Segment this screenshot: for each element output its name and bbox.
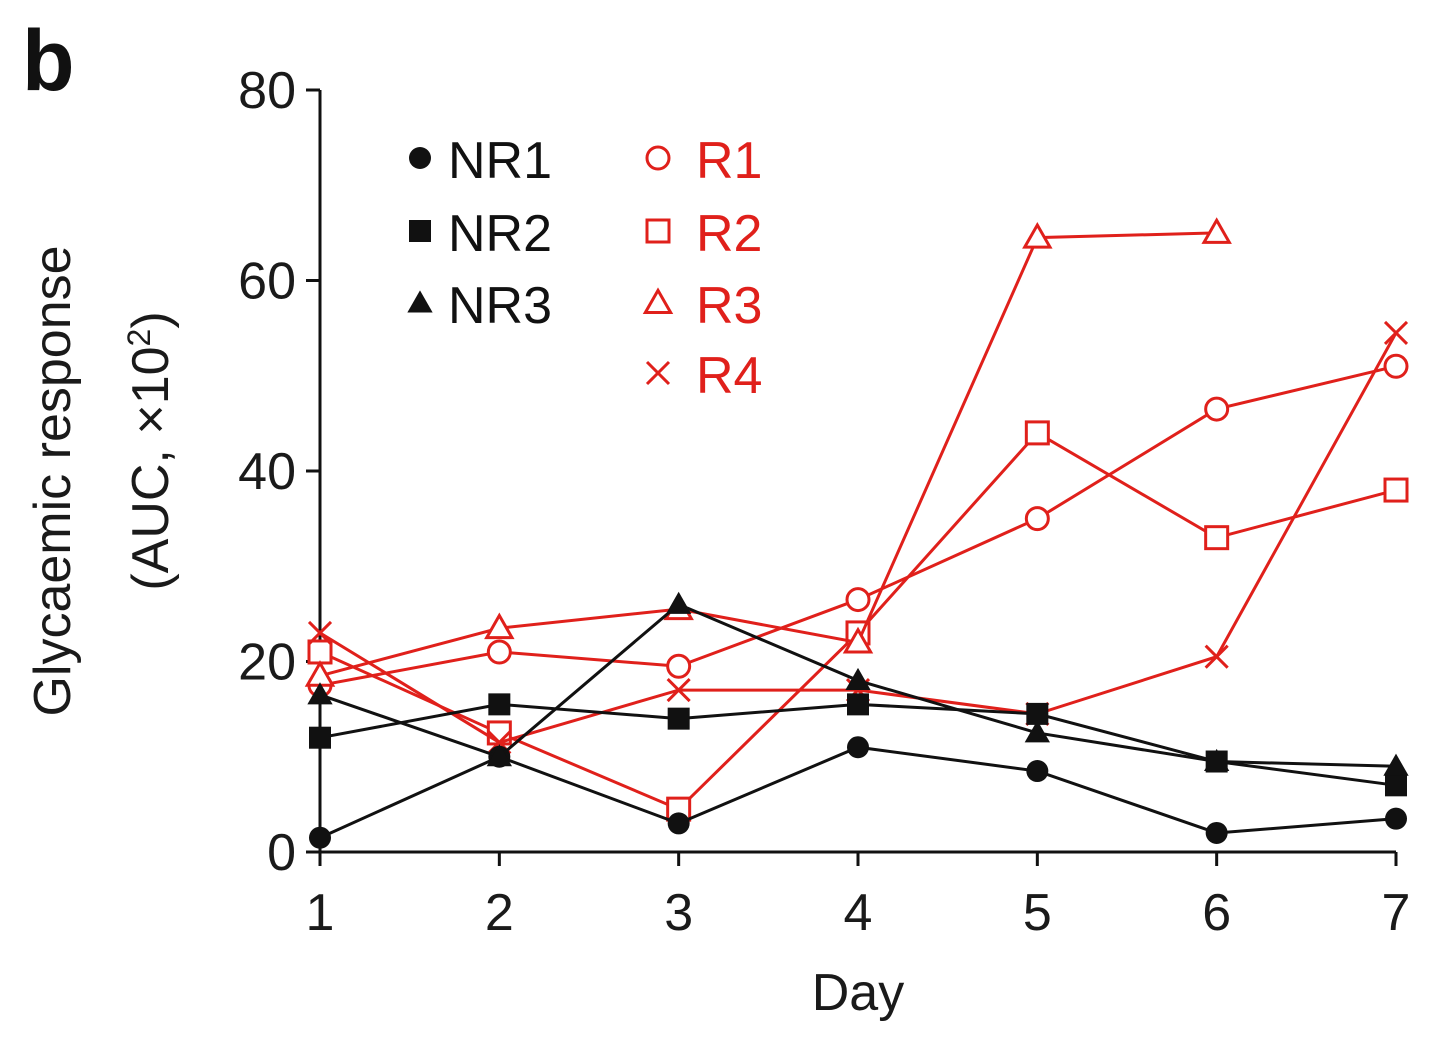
cross-stroke [1204, 644, 1229, 669]
y-axis-title-line2: (AUC, ×102) [121, 311, 180, 590]
data-point-r2 [1383, 477, 1409, 503]
legend-item-r2: R2 [645, 205, 762, 263]
data-point-r4 [307, 620, 333, 645]
y-tick-label: 80 [238, 62, 296, 120]
data-point-nr3 [307, 682, 333, 705]
data-point-nr3 [1383, 753, 1409, 776]
y-tick-label: 0 [267, 824, 296, 882]
data-point-r2 [1024, 420, 1050, 446]
data-point-nr1 [1205, 821, 1228, 844]
data-point-r3 [842, 626, 874, 654]
data-point-nr2 [667, 707, 690, 730]
series-layer [304, 217, 1409, 849]
legend-marker-nr2 [409, 220, 431, 242]
y-axis-title-line1: Glycaemic response [24, 245, 82, 716]
data-point-r1 [1204, 396, 1230, 422]
legend-label-r1: R1 [696, 132, 762, 190]
x-tick-label: 6 [1202, 884, 1231, 942]
data-point-r4 [1383, 320, 1409, 345]
legend-item-r4: R4 [645, 347, 762, 405]
data-point-nr3 [666, 591, 692, 614]
x-tick-label: 5 [1023, 884, 1052, 942]
legend-marker-nr3 [407, 290, 433, 313]
data-point-nr3 [486, 744, 512, 767]
data-point-r1 [1383, 353, 1409, 379]
y-axis-title-superscript: 2 [121, 329, 157, 347]
legend-item-r3: R3 [642, 277, 762, 335]
data-point-r1 [486, 639, 512, 665]
data-point-r4 [1204, 644, 1229, 669]
legend-marker-r2 [645, 218, 671, 244]
x-axis-title: Day [812, 964, 904, 1022]
legend-label-r2: R2 [696, 205, 762, 263]
data-point-nr1 [667, 812, 690, 835]
data-point-nr3 [1204, 748, 1230, 771]
legend-item-r1: R1 [645, 132, 762, 190]
legend-marker-nr1 [409, 147, 431, 169]
x-tick-label: 1 [306, 884, 335, 942]
legend-label-nr1: NR1 [448, 132, 552, 190]
data-point-r3 [1201, 217, 1232, 244]
data-point-nr1 [1026, 760, 1049, 783]
cross-stroke [645, 360, 671, 386]
data-point-nr1 [847, 736, 869, 759]
series-r1 [307, 353, 1409, 698]
x-tick-label: 7 [1382, 884, 1411, 942]
data-point-r3 [1022, 221, 1053, 249]
legend-label-nr2: NR2 [448, 205, 552, 263]
y-tick-label: 60 [238, 253, 296, 311]
legend-marker-r4 [645, 360, 671, 386]
data-point-r1 [666, 653, 692, 679]
data-point-nr2 [1026, 702, 1049, 725]
y-axis-title-close: ) [122, 311, 180, 328]
legend-label-r3: R3 [696, 277, 762, 335]
data-point-r4 [666, 678, 691, 703]
data-point-nr3 [1024, 720, 1050, 743]
data-point-nr3 [845, 667, 871, 691]
y-axis-title-unit: (AUC, ×10 [122, 346, 180, 590]
data-point-nr1 [1385, 807, 1407, 830]
data-point-r1 [1024, 506, 1050, 532]
ticks: 0 20 40 60 80 1 2 3 4 5 6 7 [238, 62, 1410, 942]
data-point-nr2 [309, 726, 331, 749]
legend-marker-r1 [645, 145, 671, 171]
x-tick-label: 2 [485, 884, 514, 942]
data-point-nr2 [847, 693, 869, 716]
series-line-r3 [319, 231, 1217, 678]
series-r3 [304, 217, 1232, 687]
legend-label-nr3: NR3 [448, 277, 552, 335]
x-tick-label: 3 [664, 884, 693, 942]
cross-stroke [666, 678, 691, 703]
legend-item-nr3: NR3 [407, 277, 552, 335]
legend-item-nr2: NR2 [409, 205, 552, 263]
data-point-r2 [307, 639, 333, 665]
legend-item-nr1: NR1 [409, 132, 552, 190]
data-point-r2 [1204, 525, 1230, 551]
data-point-r3 [484, 612, 515, 640]
legend-label-r4: R4 [696, 347, 762, 405]
series-r2 [307, 420, 1409, 822]
y-tick-label: 40 [238, 443, 296, 501]
data-point-nr1 [309, 826, 331, 849]
cross-stroke [307, 620, 333, 645]
legend-marker-r3 [642, 287, 674, 314]
data-point-r1 [845, 587, 871, 613]
legend: NR1 NR2 NR3 R1 R2 R3 R4 [407, 132, 762, 405]
y-tick-label: 20 [238, 634, 296, 692]
series-nr1 [309, 736, 1407, 849]
x-tick-label: 4 [844, 884, 873, 942]
panel-label: b [22, 13, 75, 109]
data-point-nr2 [488, 693, 511, 716]
series-nr3 [307, 591, 1409, 776]
cross-stroke [1383, 320, 1409, 345]
data-point-nr2 [1385, 774, 1407, 797]
